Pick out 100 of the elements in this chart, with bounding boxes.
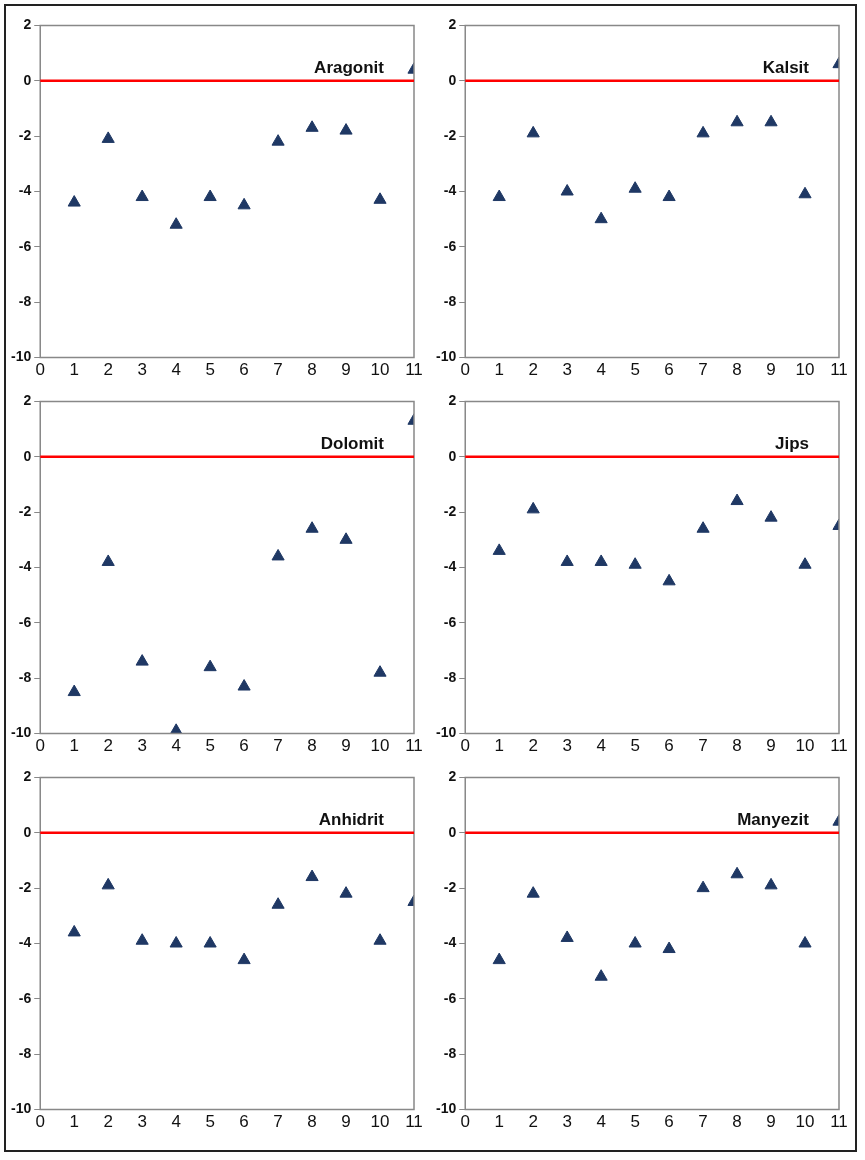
- y-tick-label: -6: [18, 989, 32, 1006]
- point: [271, 897, 285, 909]
- point: [203, 659, 217, 672]
- y-tick-label: -2: [443, 126, 457, 143]
- y-tick-label: -2: [18, 878, 32, 895]
- y-tick-label: -8: [18, 669, 32, 686]
- y-tick-label: 0: [448, 447, 457, 464]
- x-tick-label: 1: [69, 360, 79, 380]
- point: [764, 510, 778, 522]
- y-tick-label: -10: [436, 724, 457, 741]
- x-tick-label: 8: [307, 1112, 317, 1132]
- point: [271, 134, 285, 146]
- x-tick-label: 11: [830, 360, 848, 380]
- text: Anhidrit: [318, 809, 385, 829]
- x-tick-label: 11: [405, 1112, 423, 1132]
- x-tick-label: 9: [766, 1112, 776, 1132]
- point: [628, 557, 642, 569]
- x-tick-label: 7: [698, 1112, 708, 1132]
- point: [135, 933, 149, 945]
- point: [662, 573, 676, 586]
- x-tick-label: 10: [795, 1112, 815, 1132]
- x-tick-label: 1: [69, 1112, 79, 1132]
- x-tick-label: 8: [732, 1112, 742, 1132]
- y-tick-label: 2: [23, 768, 32, 785]
- x-tick-label: 9: [766, 360, 776, 380]
- point: [628, 936, 642, 948]
- point: [67, 684, 81, 697]
- point: [798, 186, 812, 199]
- point: [594, 211, 608, 224]
- x-tick-label: 6: [664, 1112, 674, 1132]
- x-tick-label: 2: [103, 360, 113, 380]
- point: [305, 120, 319, 132]
- y-tick-label: -6: [18, 237, 32, 254]
- y-tick-label: 2: [448, 768, 457, 785]
- x-tick-label: 3: [562, 736, 572, 756]
- x-tick-label: 1: [69, 736, 79, 756]
- y-tick-label: -8: [443, 1045, 457, 1062]
- point: [237, 679, 251, 691]
- x-tick-label: 9: [766, 736, 776, 756]
- x-tick-label: 8: [732, 736, 742, 756]
- point: [305, 869, 319, 882]
- x-tick-label: 11: [830, 1112, 848, 1132]
- point: [492, 543, 506, 555]
- x-tick-label: 2: [528, 736, 538, 756]
- x-tick-label: 3: [562, 1112, 572, 1132]
- point: [560, 554, 574, 566]
- x-tick-label: 9: [341, 736, 351, 756]
- x-tick-label: 3: [137, 360, 147, 380]
- y-tick-label: -4: [443, 558, 457, 575]
- y-tick-label: -6: [18, 613, 32, 630]
- point: [798, 557, 812, 569]
- x-tick-label: 4: [171, 736, 181, 756]
- point: [237, 952, 251, 965]
- x-tick-label: 4: [171, 1112, 181, 1132]
- y-tick-label: -6: [443, 613, 457, 630]
- x-tick-label: 2: [103, 1112, 113, 1132]
- x-tick-label: 6: [664, 360, 674, 380]
- y-tick-label: 0: [448, 71, 457, 88]
- point: [526, 501, 540, 514]
- y-tick-label: -2: [443, 502, 457, 519]
- point: [271, 548, 285, 561]
- x-tick-label: 5: [630, 736, 640, 756]
- point: [305, 521, 319, 533]
- point: [696, 880, 710, 893]
- text: Aragonit: [314, 57, 385, 77]
- point: [101, 877, 115, 890]
- point: [101, 131, 115, 143]
- x-tick-label: 9: [341, 360, 351, 380]
- y-tick-label: -10: [11, 724, 32, 741]
- point: [373, 192, 387, 204]
- point: [764, 114, 778, 127]
- y-tick-label: 0: [23, 447, 32, 464]
- point: [101, 554, 115, 566]
- point: [594, 969, 608, 981]
- point: [339, 123, 353, 135]
- x-tick-label: 4: [596, 1112, 606, 1132]
- x-tick-label: 7: [273, 1112, 283, 1132]
- text: Kalsit: [762, 57, 810, 77]
- text: Dolomit: [320, 433, 385, 453]
- point: [203, 189, 217, 202]
- y-tick-label: 0: [23, 71, 32, 88]
- point: [798, 936, 812, 948]
- x-tick-label: 1: [494, 360, 504, 380]
- point: [662, 189, 676, 202]
- y-tick-label: -8: [443, 669, 457, 686]
- point: [339, 532, 353, 544]
- x-tick-label: 5: [205, 1112, 215, 1132]
- x-tick-label: 8: [307, 736, 317, 756]
- y-tick-label: -10: [436, 348, 457, 365]
- x-tick-label: 4: [596, 736, 606, 756]
- x-tick-label: 6: [239, 360, 249, 380]
- y-tick-label: -10: [11, 348, 32, 365]
- x-tick-label: 4: [171, 360, 181, 380]
- y-tick-label: -6: [443, 237, 457, 254]
- y-tick-label: -2: [443, 878, 457, 895]
- point: [339, 886, 353, 898]
- point: [67, 924, 81, 937]
- point: [169, 217, 183, 229]
- x-tick-label: 10: [370, 736, 390, 756]
- y-tick-label: -4: [18, 182, 32, 199]
